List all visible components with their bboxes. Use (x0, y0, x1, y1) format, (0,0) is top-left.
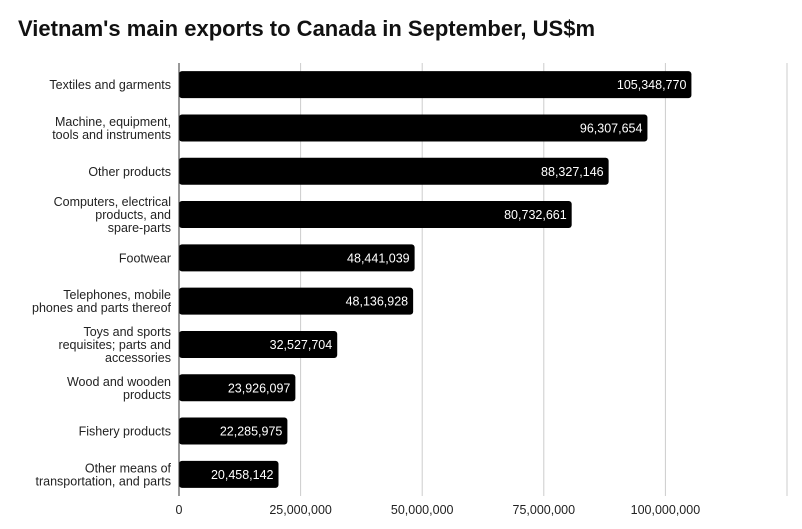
value-label: 22,285,975 (220, 425, 283, 439)
category-label-line: Computers, electrical (54, 195, 171, 209)
category-label-line: Other means of (85, 461, 172, 475)
category-label: Fishery products (79, 425, 171, 439)
category-label-line: Wood and wooden (67, 375, 171, 389)
bar (179, 157, 609, 185)
value-label: 80,732,661 (504, 208, 567, 222)
bar (179, 244, 415, 272)
value-label: 105,348,770 (617, 78, 687, 92)
category-label: Telephones, mobile phones and parts there… (32, 288, 172, 315)
x-tick-label: 25,000,000 (269, 503, 332, 517)
category-label-line: accessories (105, 351, 171, 365)
category-label-line: Telephones, mobile (63, 288, 171, 302)
category-label: Other products (88, 165, 171, 179)
category-label-line: Machine, equipment, (55, 115, 171, 129)
value-label: 32,527,704 (270, 338, 333, 352)
category-label-line: phones and parts thereof (32, 301, 172, 315)
category-label-line: Other products (88, 165, 171, 179)
x-tick-labels: 0 25,000,000 50,000,000 75,000,000 100,000,0… (176, 503, 701, 517)
value-label: 48,441,039 (347, 251, 410, 265)
value-label: 23,926,097 (228, 381, 291, 395)
value-label: 88,327,146 (541, 165, 604, 179)
value-labels: 105,348,770 96,307,654 88,327,146 80,732,66… (211, 78, 687, 482)
category-label: Other means of transportation, and parts (36, 461, 172, 488)
x-tick-label: 100,000,000 (631, 503, 701, 517)
x-tick-label: 75,000,000 (513, 503, 576, 517)
chart-title: Vietnam's main exports to Canada in Sept… (18, 16, 596, 41)
bar (179, 114, 648, 142)
x-tick-label: 50,000,000 (391, 503, 454, 517)
bar (179, 417, 288, 445)
value-label: 48,136,928 (346, 295, 409, 309)
category-label: Textiles and garments (49, 78, 171, 92)
category-label: Footwear (119, 251, 171, 265)
category-label-line: spare-parts (108, 221, 171, 235)
category-label-line: Toys and sports (83, 325, 171, 339)
x-tick-label: 0 (176, 503, 183, 517)
category-label: Machine, equipment, tools and instruments (52, 115, 171, 142)
bar (179, 460, 279, 488)
category-label: Toys and sports requisites; parts and acce… (58, 325, 171, 365)
value-label: 96,307,654 (580, 121, 643, 135)
bar (179, 201, 572, 229)
bar (179, 374, 296, 402)
category-label: Computers, electrical products, and spare-… (54, 195, 171, 235)
bars (179, 71, 692, 488)
category-label-line: products (123, 388, 171, 402)
category-label-line: Fishery products (79, 425, 171, 439)
category-label-line: transportation, and parts (36, 474, 172, 488)
category-label-line: requisites; parts and (58, 338, 171, 352)
category-labels: Textiles and garments Machine, equipment,… (32, 78, 172, 488)
category-label-line: products, and (95, 208, 171, 222)
bar (179, 287, 414, 315)
value-label: 20,458,142 (211, 468, 274, 482)
category-label: Wood and wooden products (67, 375, 171, 402)
category-label-line: Footwear (119, 251, 171, 265)
bar (179, 71, 692, 99)
category-label-line: Textiles and garments (49, 78, 171, 92)
bar (179, 330, 338, 358)
category-label-line: tools and instruments (52, 128, 171, 142)
